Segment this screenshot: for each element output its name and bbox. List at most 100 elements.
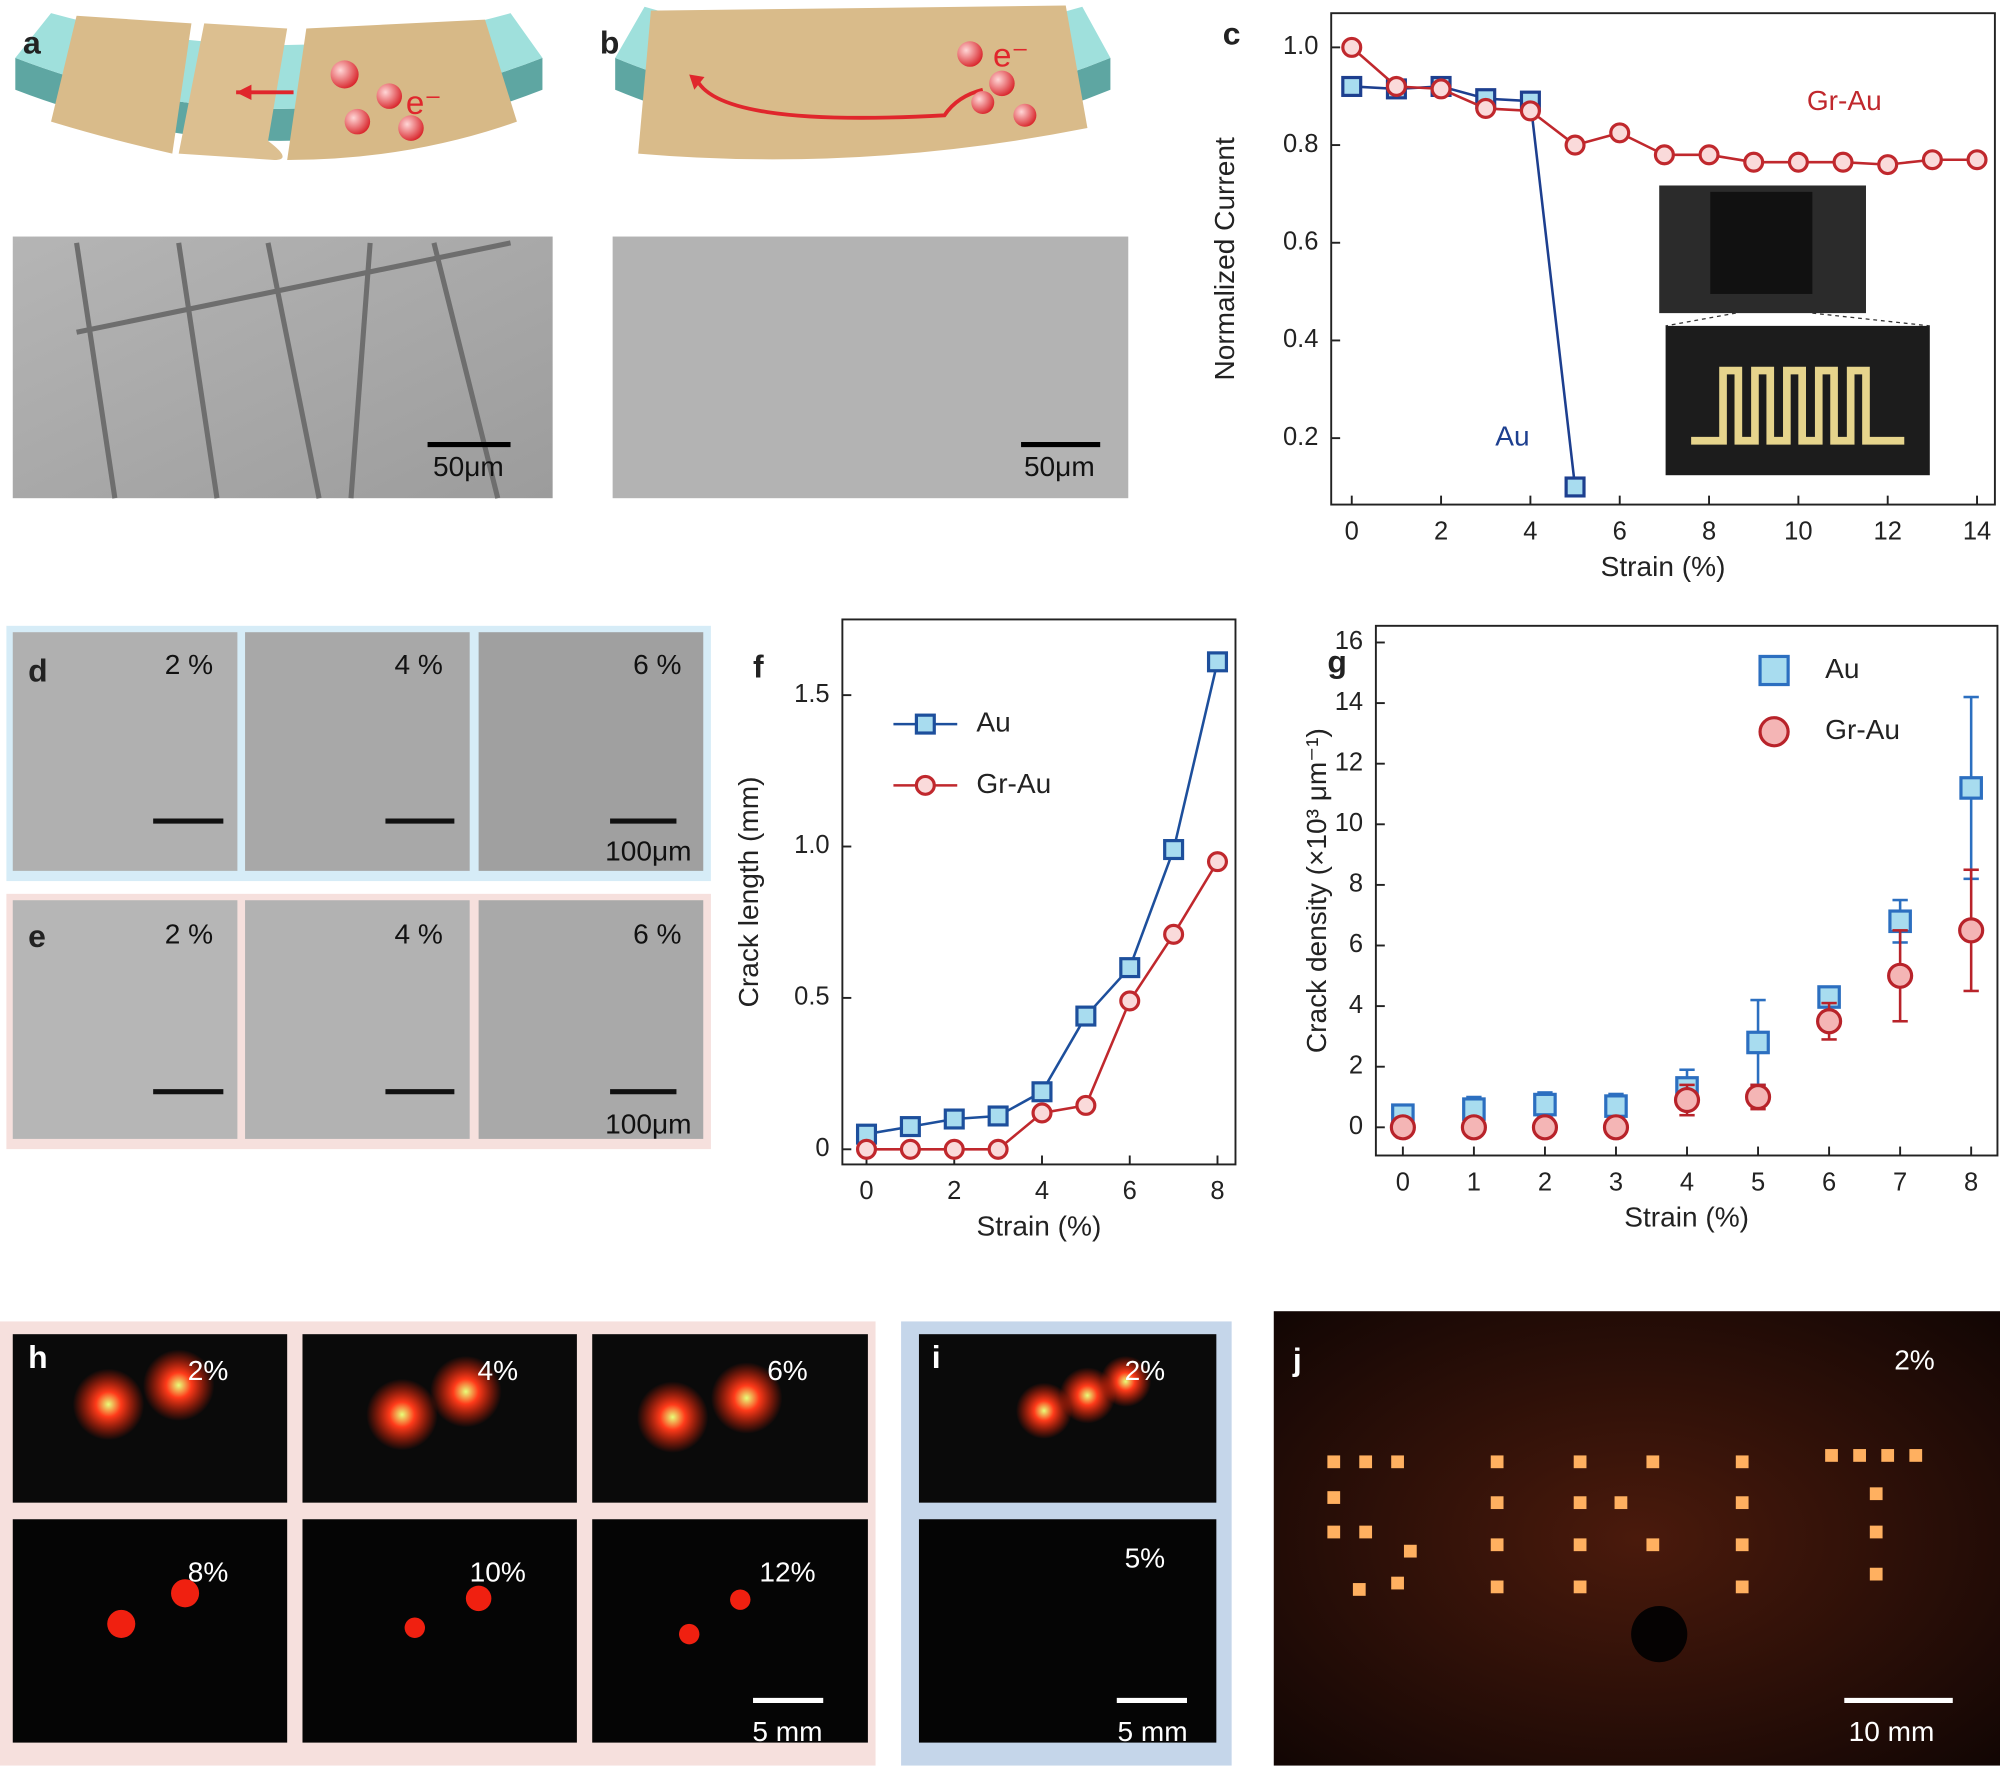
- y-tick-label: 2: [1349, 1051, 1363, 1079]
- x-axis-label: Strain (%): [1601, 551, 1726, 582]
- x-tick-label: 2: [947, 1177, 961, 1205]
- marker: [1119, 957, 1141, 979]
- y-tick-label: 16: [1335, 627, 1363, 655]
- x-tick-label: 7: [1893, 1168, 1907, 1196]
- x-tick-label: 4: [1680, 1168, 1694, 1196]
- marker: [1163, 839, 1185, 861]
- marker: [1832, 151, 1854, 173]
- marker: [1460, 1114, 1487, 1141]
- series-label: Au: [1495, 421, 1529, 452]
- panel-label: h: [28, 1339, 47, 1375]
- marker: [943, 1138, 965, 1160]
- x-tick-label: 10: [1784, 517, 1812, 545]
- x-tick-label: 8: [1702, 517, 1716, 545]
- y-axis-label: Normalized Current: [1209, 137, 1240, 380]
- x-tick-label: 3: [1609, 1168, 1623, 1196]
- marker: [987, 1105, 1009, 1127]
- serpentine-electrode: [1691, 366, 1905, 445]
- marker: [1816, 1008, 1843, 1035]
- series-line: [1351, 85, 1577, 488]
- legend-marker: [1758, 716, 1790, 748]
- panel-label: b: [600, 25, 619, 61]
- inset-photo-clamp: [1710, 191, 1813, 294]
- strain-label: 4 %: [394, 649, 442, 680]
- marker: [1887, 962, 1914, 989]
- schematic-a: [15, 13, 543, 160]
- x-tick-label: 0: [859, 1177, 873, 1205]
- legend-marker: [914, 713, 936, 735]
- y-tick-label: 0.4: [1283, 325, 1318, 353]
- scale-bar-label: 50μm: [433, 451, 504, 482]
- series-label: Gr-Au: [1807, 85, 1882, 116]
- strain-label: 10%: [470, 1557, 526, 1588]
- y-tick-label: 0.8: [1283, 130, 1318, 158]
- panel-label: c: [1223, 16, 1241, 52]
- y-tick-label: 1.0: [794, 831, 829, 859]
- x-tick-label: 6: [1123, 1177, 1137, 1205]
- sem-d-2: [12, 632, 238, 871]
- plot-frame: [1330, 12, 1996, 506]
- marker: [1609, 122, 1631, 144]
- plot-frame: [841, 618, 1237, 1166]
- marker: [1602, 1114, 1630, 1141]
- legend-label: Gr-Au: [1825, 714, 1900, 745]
- sem-d-4: [245, 632, 470, 871]
- marker: [1075, 1094, 1097, 1116]
- y-tick-label: 1.5: [794, 680, 829, 708]
- sem-e-6: [478, 900, 704, 1139]
- marker: [1031, 1102, 1053, 1124]
- inset-photo-electrode: [1665, 325, 1930, 476]
- x-axis-label: Strain (%): [1624, 1202, 1749, 1233]
- y-tick-label: 10: [1335, 809, 1363, 837]
- marker: [1385, 75, 1407, 97]
- marker: [1958, 917, 1985, 944]
- scale-bar-label: 100μm: [605, 835, 691, 866]
- y-tick-label: 0: [815, 1134, 829, 1162]
- marker: [899, 1116, 921, 1138]
- marker: [1564, 476, 1586, 498]
- panel-label: a: [23, 25, 41, 61]
- marker: [1533, 1092, 1557, 1117]
- marker: [1206, 851, 1229, 873]
- y-tick-label: 0.6: [1283, 227, 1318, 255]
- strain-label: 2 %: [165, 918, 213, 949]
- x-tick-label: 4: [1523, 517, 1537, 545]
- marker: [1430, 78, 1452, 100]
- schematic-b: [615, 5, 1111, 160]
- y-tick-label: 0.2: [1283, 423, 1318, 451]
- legend-label: Au: [1825, 653, 1859, 684]
- strain-label: 2 %: [165, 649, 213, 680]
- y-tick-label: 1.0: [1283, 32, 1318, 60]
- marker: [1389, 1114, 1416, 1141]
- marker: [899, 1138, 921, 1160]
- marker: [1787, 151, 1809, 173]
- marker: [1031, 1081, 1053, 1103]
- strain-label: 4%: [477, 1355, 518, 1386]
- legend-marker: [1758, 654, 1790, 687]
- panel-label: i: [932, 1339, 941, 1375]
- panel-label: j: [1292, 1342, 1302, 1378]
- marker: [1877, 154, 1899, 176]
- x-tick-label: 2: [1538, 1168, 1552, 1196]
- panel-label: g: [1327, 644, 1346, 680]
- marker: [943, 1108, 965, 1130]
- sem-d-6: [478, 632, 704, 871]
- x-tick-label: 2: [1434, 517, 1448, 545]
- y-tick-label: 6: [1349, 930, 1363, 958]
- panel-label: f: [753, 649, 764, 685]
- photos-h: [12, 1334, 868, 1743]
- y-tick-label: 8: [1349, 870, 1363, 898]
- x-axis-label: Strain (%): [977, 1211, 1102, 1242]
- marker: [1531, 1114, 1559, 1141]
- marker: [1673, 1086, 1701, 1114]
- x-tick-label: 1: [1467, 1168, 1481, 1196]
- marker: [1564, 134, 1586, 156]
- strain-label: 4 %: [394, 918, 442, 949]
- marker: [1888, 909, 1912, 934]
- sem-e-2: [12, 900, 238, 1139]
- marker: [1744, 1083, 1772, 1111]
- marker: [1341, 75, 1363, 97]
- marker: [1206, 651, 1229, 673]
